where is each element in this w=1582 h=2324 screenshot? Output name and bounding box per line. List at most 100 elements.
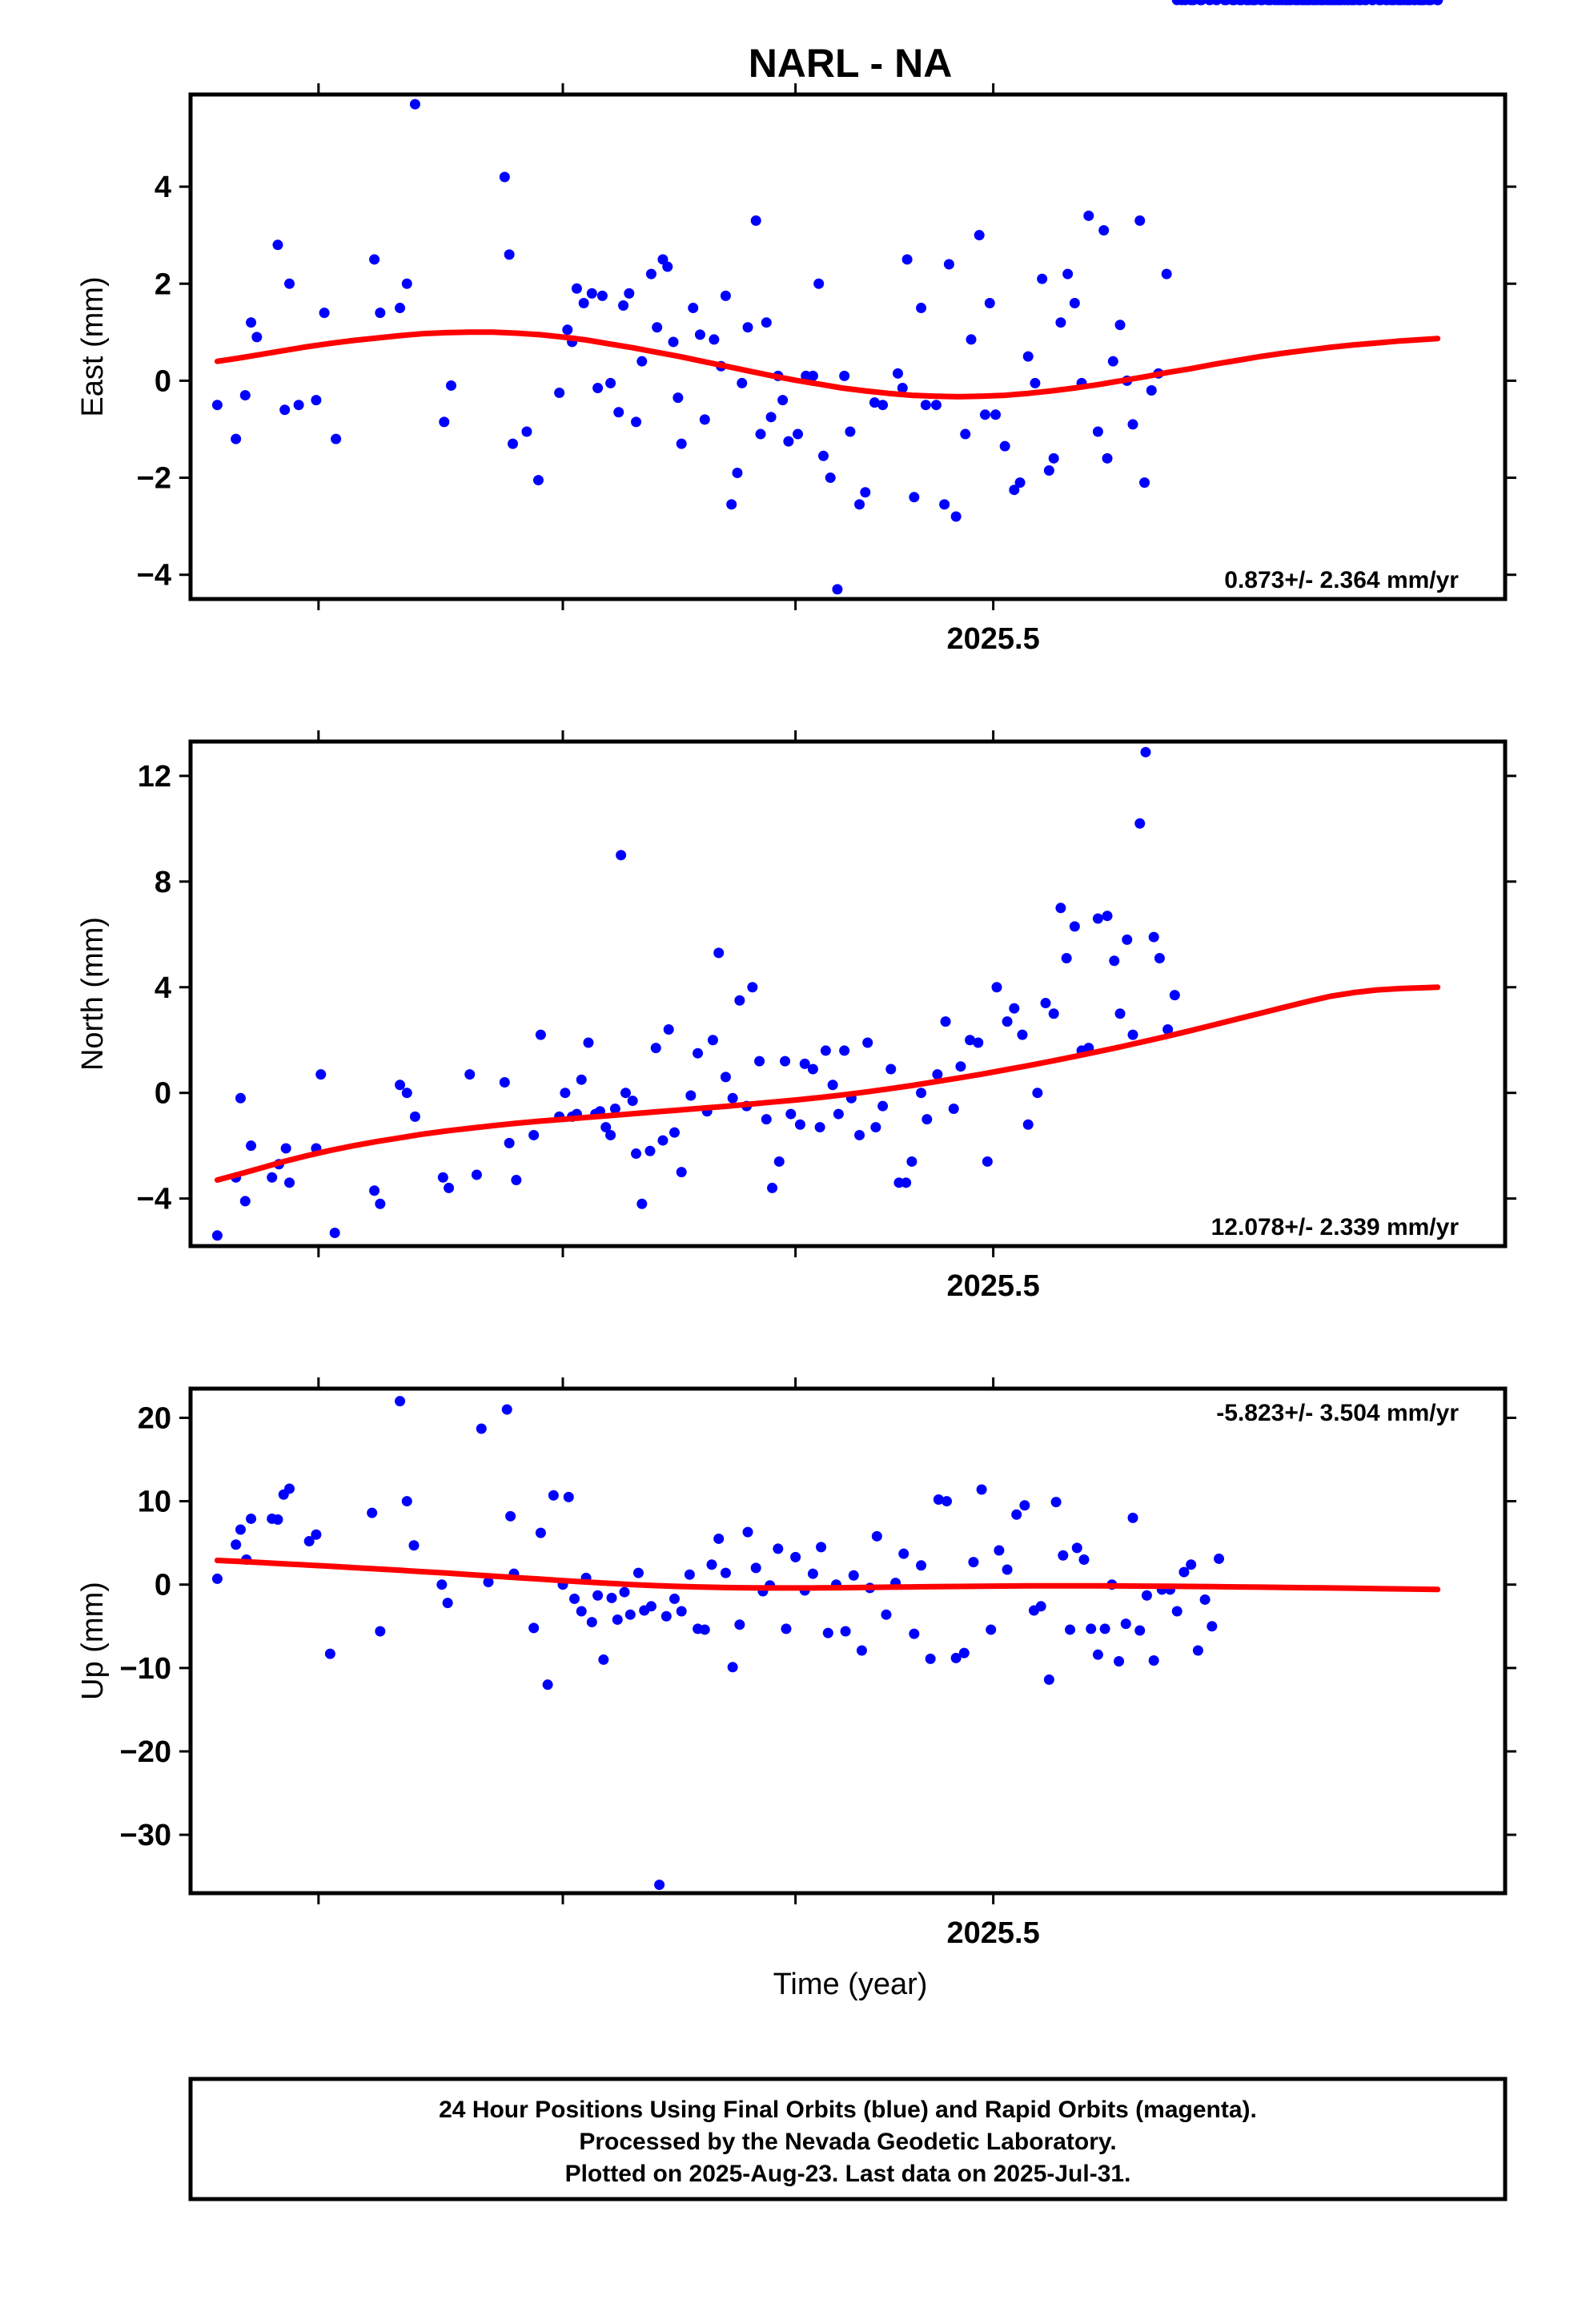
north-data-point — [973, 1037, 984, 1048]
north-data-point — [1032, 1088, 1043, 1099]
north-data-point — [1017, 1029, 1028, 1040]
up-data-point — [569, 1593, 580, 1604]
east-data-point — [1161, 268, 1172, 279]
up-data-point — [1423, 0, 1434, 6]
east-data-point — [984, 297, 995, 308]
north-data-point — [1127, 1029, 1138, 1040]
up-data-point — [501, 1404, 512, 1415]
up-data-point — [933, 1494, 944, 1505]
north-data-point — [1140, 746, 1151, 758]
up-data-point — [542, 1679, 553, 1691]
east-data-point — [737, 377, 748, 388]
north-data-point — [982, 1156, 993, 1167]
up-data-point — [284, 1483, 295, 1494]
north-data-point — [1196, 0, 1207, 6]
up-fit-line — [214, 1558, 1441, 1593]
north-data-point — [1040, 998, 1051, 1009]
up-data-point — [661, 1610, 672, 1622]
north-data-point — [734, 995, 745, 1006]
footer-box: 24 Hour Positions Using Final Orbits (bl… — [188, 2077, 1508, 2201]
north-data-point — [576, 1074, 587, 1085]
east-data-point — [943, 259, 954, 270]
north-data-point — [620, 1088, 631, 1099]
east-data-point — [990, 409, 1002, 420]
east-data-point — [592, 382, 604, 393]
east-data-point — [950, 511, 962, 522]
north-data-point — [921, 1114, 933, 1125]
north-data-point — [965, 1035, 976, 1046]
up-data-point — [1092, 1649, 1103, 1660]
north-data-point — [663, 1024, 674, 1035]
east-data-point — [732, 468, 743, 478]
up-data-point — [727, 1662, 738, 1673]
east-xtick-label: 2025.5 — [947, 622, 1040, 656]
north-data-point — [991, 982, 1002, 993]
north-data-point — [1134, 818, 1146, 829]
east-rate-label: 0.873+/- 2.364 mm/yr — [1224, 567, 1459, 593]
north-data-point — [1122, 934, 1133, 945]
up-plot-frame — [188, 1386, 1508, 1896]
up-data-point — [528, 1622, 540, 1634]
up-data-point — [750, 1562, 761, 1574]
up-data-point — [807, 1568, 818, 1579]
east-data-point — [613, 407, 624, 418]
east-data-point — [311, 395, 322, 406]
east-data-point — [293, 400, 304, 411]
east-data-point — [709, 334, 720, 345]
east-data-point — [1098, 225, 1110, 236]
north-data-point — [1114, 1008, 1126, 1019]
north-data-point — [720, 1072, 731, 1083]
up-data-point — [592, 1590, 604, 1601]
up-data-point — [1192, 1645, 1203, 1656]
up-ytick-label: −20 — [120, 1735, 171, 1769]
north-data-point — [395, 1080, 406, 1091]
up-data-point — [881, 1609, 892, 1620]
east-ytick-label: −2 — [137, 462, 171, 496]
up-data-point — [1214, 1553, 1225, 1564]
up-data-point — [986, 1624, 997, 1635]
up-ytick-label: −10 — [120, 1652, 171, 1686]
up-data-point — [619, 1586, 630, 1598]
north-data-point — [535, 1029, 546, 1040]
east-data-point — [676, 438, 687, 449]
east-data-point — [586, 287, 597, 299]
up-data-point — [483, 1577, 494, 1588]
east-data-point — [1107, 356, 1118, 367]
north-data-point — [916, 1088, 927, 1099]
north-data-point — [940, 1016, 951, 1027]
east-data-point — [624, 287, 635, 299]
east-ytick-label: 4 — [155, 171, 171, 204]
up-data-point — [925, 1653, 936, 1664]
east-data-point — [618, 300, 629, 312]
east-y-axis-label: East (mm) — [76, 276, 110, 416]
up-data-point — [773, 1543, 784, 1554]
up-data-point — [401, 1496, 412, 1507]
east-data-point — [909, 492, 920, 503]
east-data-point — [571, 283, 582, 294]
north-data-point — [1211, 0, 1223, 6]
up-data-point — [598, 1654, 609, 1665]
east-data-point — [688, 303, 699, 314]
up-data-point — [1199, 1594, 1211, 1605]
x-axis-label: Time (year) — [773, 1968, 928, 2001]
north-data-point — [767, 1182, 778, 1193]
east-data-point — [1062, 268, 1074, 279]
north-ytick-label: 4 — [155, 971, 171, 1005]
east-data-point — [854, 499, 865, 510]
up-data-point — [1086, 1623, 1097, 1634]
north-data-point — [761, 1114, 772, 1125]
east-data-point — [279, 404, 291, 416]
east-data-point — [793, 428, 804, 440]
north-data-point — [560, 1088, 571, 1099]
north-data-point — [235, 1092, 246, 1104]
east-data-point — [1146, 385, 1157, 396]
north-y-axis-label: North (mm) — [76, 917, 110, 1071]
east-data-point — [1139, 477, 1150, 489]
east-fit-line — [214, 329, 1441, 400]
up-data-point — [1114, 1656, 1125, 1667]
up-data-point — [535, 1527, 546, 1538]
east-data-point — [694, 329, 705, 340]
up-data-point — [734, 1619, 745, 1630]
east-data-point — [239, 390, 251, 401]
